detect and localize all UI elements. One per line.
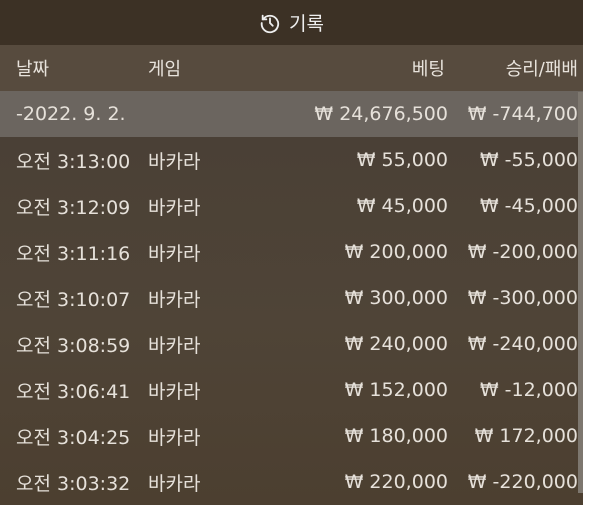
- row-bet: ₩ 180,000: [344, 425, 448, 447]
- row-time: 오전 3:10:07: [16, 288, 131, 311]
- column-headers: 날짜 게임 베팅 승리/패배: [0, 45, 583, 91]
- row-winloss: ₩ -300,000: [467, 287, 578, 309]
- table-row[interactable]: 오전 3:13:00 바카라 ₩ 55,000 ₩ -55,000: [0, 137, 583, 183]
- row-time: 오전 3:08:59: [16, 334, 131, 357]
- group-winloss-total: ₩ -744,700: [467, 103, 578, 125]
- row-winloss: ₩ -200,000: [467, 241, 578, 263]
- history-icon: [260, 14, 280, 33]
- row-game: 바카라: [148, 242, 201, 265]
- row-game: 바카라: [148, 380, 201, 403]
- table-row[interactable]: 오전 3:08:59 바카라 ₩ 240,000 ₩ -240,000: [0, 321, 583, 367]
- row-bet: ₩ 55,000: [356, 149, 448, 171]
- group-date: -2022. 9. 2.: [16, 103, 126, 125]
- row-game: 바카라: [148, 150, 201, 173]
- row-bet: ₩ 152,000: [344, 379, 448, 401]
- row-bet: ₩ 240,000: [344, 333, 448, 355]
- group-bet-total: ₩ 24,676,500: [314, 103, 448, 125]
- col-date: 날짜: [16, 59, 50, 80]
- history-panel: 기록 날짜 게임 베팅 승리/패배 -2022. 9. 2. ₩ 24,676,…: [0, 0, 583, 505]
- row-game: 바카라: [148, 288, 201, 311]
- table-row[interactable]: 오전 3:04:25 바카라 ₩ 180,000 ₩ 172,000: [0, 413, 583, 459]
- table-row[interactable]: 오전 3:11:16 바카라 ₩ 200,000 ₩ -200,000: [0, 229, 583, 275]
- row-winloss: ₩ -220,000: [467, 471, 578, 493]
- table-row[interactable]: 오전 3:06:41 바카라 ₩ 152,000 ₩ -12,000: [0, 367, 583, 413]
- row-bet: ₩ 200,000: [344, 241, 448, 263]
- table-row[interactable]: 오전 3:12:09 바카라 ₩ 45,000 ₩ -45,000: [0, 183, 583, 229]
- row-winloss: ₩ 172,000: [474, 425, 578, 447]
- row-bet: ₩ 300,000: [344, 287, 448, 309]
- row-bet: ₩ 45,000: [356, 195, 448, 217]
- col-winloss: 승리/패배: [505, 59, 578, 80]
- col-game: 게임: [148, 59, 182, 80]
- row-winloss: ₩ -12,000: [479, 379, 578, 401]
- row-game: 바카라: [148, 334, 201, 357]
- row-winloss: ₩ -55,000: [479, 149, 578, 171]
- date-group-row[interactable]: -2022. 9. 2. ₩ 24,676,500 ₩ -744,700: [0, 91, 583, 137]
- row-time: 오전 3:13:00: [16, 150, 131, 173]
- col-bet: 베팅: [411, 59, 445, 80]
- row-time: 오전 3:11:16: [16, 242, 131, 265]
- row-time: 오전 3:12:09: [16, 196, 131, 219]
- panel-title: 기록: [289, 13, 324, 35]
- row-game: 바카라: [148, 196, 201, 219]
- row-winloss: ₩ -240,000: [467, 333, 578, 355]
- row-game: 바카라: [148, 472, 201, 495]
- history-list: 오전 3:13:00 바카라 ₩ 55,000 ₩ -55,000 오전 3:12:09…: [0, 137, 583, 505]
- row-time: 오전 3:06:41: [16, 380, 131, 403]
- row-time: 오전 3:03:32: [16, 472, 131, 495]
- row-bet: ₩ 220,000: [344, 471, 448, 493]
- row-time: 오전 3:04:25: [16, 426, 131, 449]
- table-row[interactable]: 오전 3:10:07 바카라 ₩ 300,000 ₩ -300,000: [0, 275, 583, 321]
- table-row[interactable]: 오전 3:03:32 바카라 ₩ 220,000 ₩ -220,000: [0, 459, 583, 505]
- row-winloss: ₩ -45,000: [479, 195, 578, 217]
- row-game: 바카라: [148, 426, 201, 449]
- scrollbar[interactable]: [578, 92, 583, 493]
- panel-header: 기록: [0, 0, 583, 45]
